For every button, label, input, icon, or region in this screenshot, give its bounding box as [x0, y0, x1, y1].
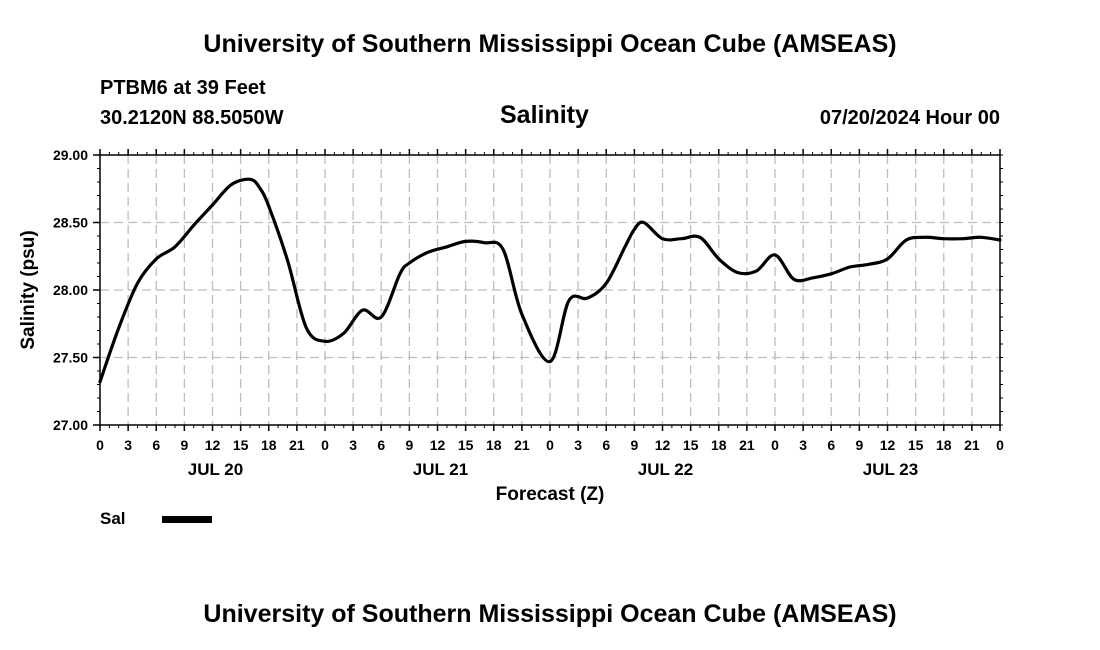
x-tick-label: 6 [827, 437, 835, 453]
x-tick-label: 3 [574, 437, 582, 453]
x-tick-label: 21 [514, 437, 530, 453]
x-tick-label: 3 [124, 437, 132, 453]
x-tick-label: 12 [205, 437, 221, 453]
x-tick-label: 6 [377, 437, 385, 453]
x-tick-label: 12 [430, 437, 446, 453]
station-coordinates: 30.2120N 88.5050W [100, 107, 284, 129]
x-tick-label: 0 [546, 437, 554, 453]
x-tick-label: 9 [180, 437, 188, 453]
x-tick-label: 6 [152, 437, 160, 453]
x-tick-label: 0 [771, 437, 779, 453]
x-tick-label: 21 [964, 437, 980, 453]
x-tick-label: 12 [880, 437, 896, 453]
x-tick-label: 15 [908, 437, 924, 453]
day-label: JUL 20 [188, 460, 243, 479]
chart-header-title: University of Southern Mississippi Ocean… [203, 30, 897, 58]
day-label: JUL 22 [638, 460, 693, 479]
x-tick-label: 6 [602, 437, 610, 453]
x-tick-label: 9 [630, 437, 638, 453]
legend-swatch [162, 516, 212, 523]
grid-lines [100, 155, 1000, 425]
variable-title: Salinity [500, 101, 589, 129]
x-tick-label: 21 [739, 437, 755, 453]
y-tick-label: 27.50 [53, 350, 88, 366]
x-tick-label: 15 [458, 437, 474, 453]
x-axis-label: Forecast (Z) [496, 484, 605, 505]
x-tick-label: 15 [233, 437, 249, 453]
x-tick-label: 0 [321, 437, 329, 453]
x-tick-label: 9 [405, 437, 413, 453]
y-tick-label: 27.00 [53, 417, 88, 433]
x-tick-label: 0 [96, 437, 104, 453]
x-tick-labels: 0 3 6 9 12 15 18 21 0 3 6 9 12 15 18 21 0 3 6 9 12 15 18 21 0 3 6 9… [96, 437, 1004, 453]
station-label: PTBM6 at 39 Feet [100, 77, 266, 99]
y-tick-labels: 27.00 27.50 28.00 28.50 29.00 [53, 147, 88, 433]
x-tick-label: 21 [289, 437, 305, 453]
x-tick-label: 18 [486, 437, 502, 453]
forecast-datetime: 07/20/2024 Hour 00 [819, 107, 1000, 129]
legend-label: Sal [100, 509, 126, 528]
x-tick-label: 15 [683, 437, 699, 453]
y-tick-label: 28.00 [53, 282, 88, 298]
x-tick-label: 18 [261, 437, 277, 453]
x-tick-label: 18 [936, 437, 952, 453]
x-tick-label: 9 [855, 437, 863, 453]
x-tick-label: 18 [711, 437, 727, 453]
day-label: JUL 21 [413, 460, 468, 479]
y-tick-label: 29.00 [53, 147, 88, 163]
x-tick-label: 3 [799, 437, 807, 453]
y-axis-label: Salinity (psu) [18, 230, 39, 349]
day-label: JUL 23 [863, 460, 918, 479]
chart-footer-title: University of Southern Mississippi Ocean… [203, 600, 897, 628]
day-labels: JUL 20 JUL 21 JUL 22 JUL 23 [188, 460, 918, 479]
x-tick-label: 3 [349, 437, 357, 453]
y-tick-label: 28.50 [53, 215, 88, 231]
x-tick-label: 12 [655, 437, 671, 453]
x-tick-label: 0 [996, 437, 1004, 453]
salinity-series-line [98, 177, 1002, 384]
plot-frame [99, 154, 1001, 426]
